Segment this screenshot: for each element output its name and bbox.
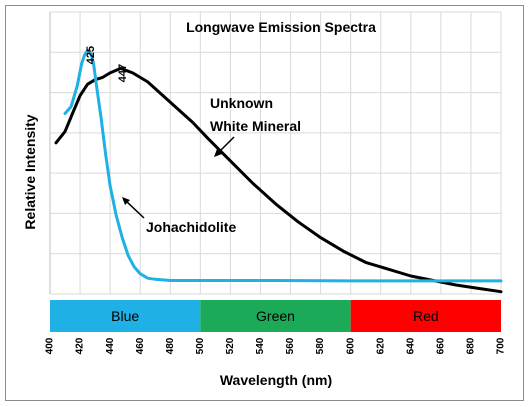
band-label-red: Red	[413, 308, 439, 324]
peak-447-label: 447	[117, 64, 129, 82]
x-tick-label: 420	[75, 337, 86, 354]
band-blue	[50, 300, 201, 332]
unknown-mineral-label-line1: Unknown	[210, 95, 273, 111]
x-tick-label: 660	[436, 337, 447, 354]
x-tick-label: 440	[105, 337, 116, 354]
x-axis-label: Wavelength (nm)	[220, 372, 332, 388]
johachidolite-label: Johachidolite	[146, 219, 236, 235]
unknown-mineral-arrow	[214, 136, 235, 157]
unknown-mineral-label-line2: White Mineral	[210, 118, 301, 134]
x-tick-label: 560	[285, 337, 296, 354]
chart-frame	[5, 5, 524, 401]
x-tick-label: 460	[135, 337, 146, 354]
series-line-unknown-white-mineral	[54, 66, 503, 294]
y-axis-label: Relative Intensity	[22, 114, 38, 229]
x-tick-label: 400	[45, 337, 56, 354]
x-tick-label: 620	[375, 337, 386, 354]
series-line-johachidolite	[63, 48, 503, 283]
x-tick-label: 640	[405, 337, 416, 354]
x-tick-label: 600	[345, 337, 356, 354]
x-tick-label: 520	[225, 337, 236, 354]
band-label-blue: Blue	[111, 308, 139, 324]
band-green	[200, 300, 351, 332]
x-tick-label: 580	[315, 337, 326, 354]
x-tick-label: 500	[195, 337, 206, 354]
x-tick-label: 700	[496, 337, 507, 354]
johachidolite-arrow	[122, 197, 145, 219]
band-label-green: Green	[256, 308, 295, 324]
x-tick-labels: 400 420 440 460 480 500 520 540 560 580 600 620 640 6…	[45, 337, 507, 354]
band-red	[350, 300, 501, 332]
grid-lines	[49, 11, 502, 295]
x-tick-label: 680	[466, 337, 477, 354]
x-tick-label: 540	[255, 337, 266, 354]
wavelength-bands: Blue Green Red	[50, 300, 501, 332]
peak-425-label: 425	[85, 46, 97, 64]
chart-title: Longwave Emission Spectra	[186, 19, 376, 35]
x-tick-label: 480	[165, 337, 176, 354]
series-layer	[54, 48, 503, 294]
